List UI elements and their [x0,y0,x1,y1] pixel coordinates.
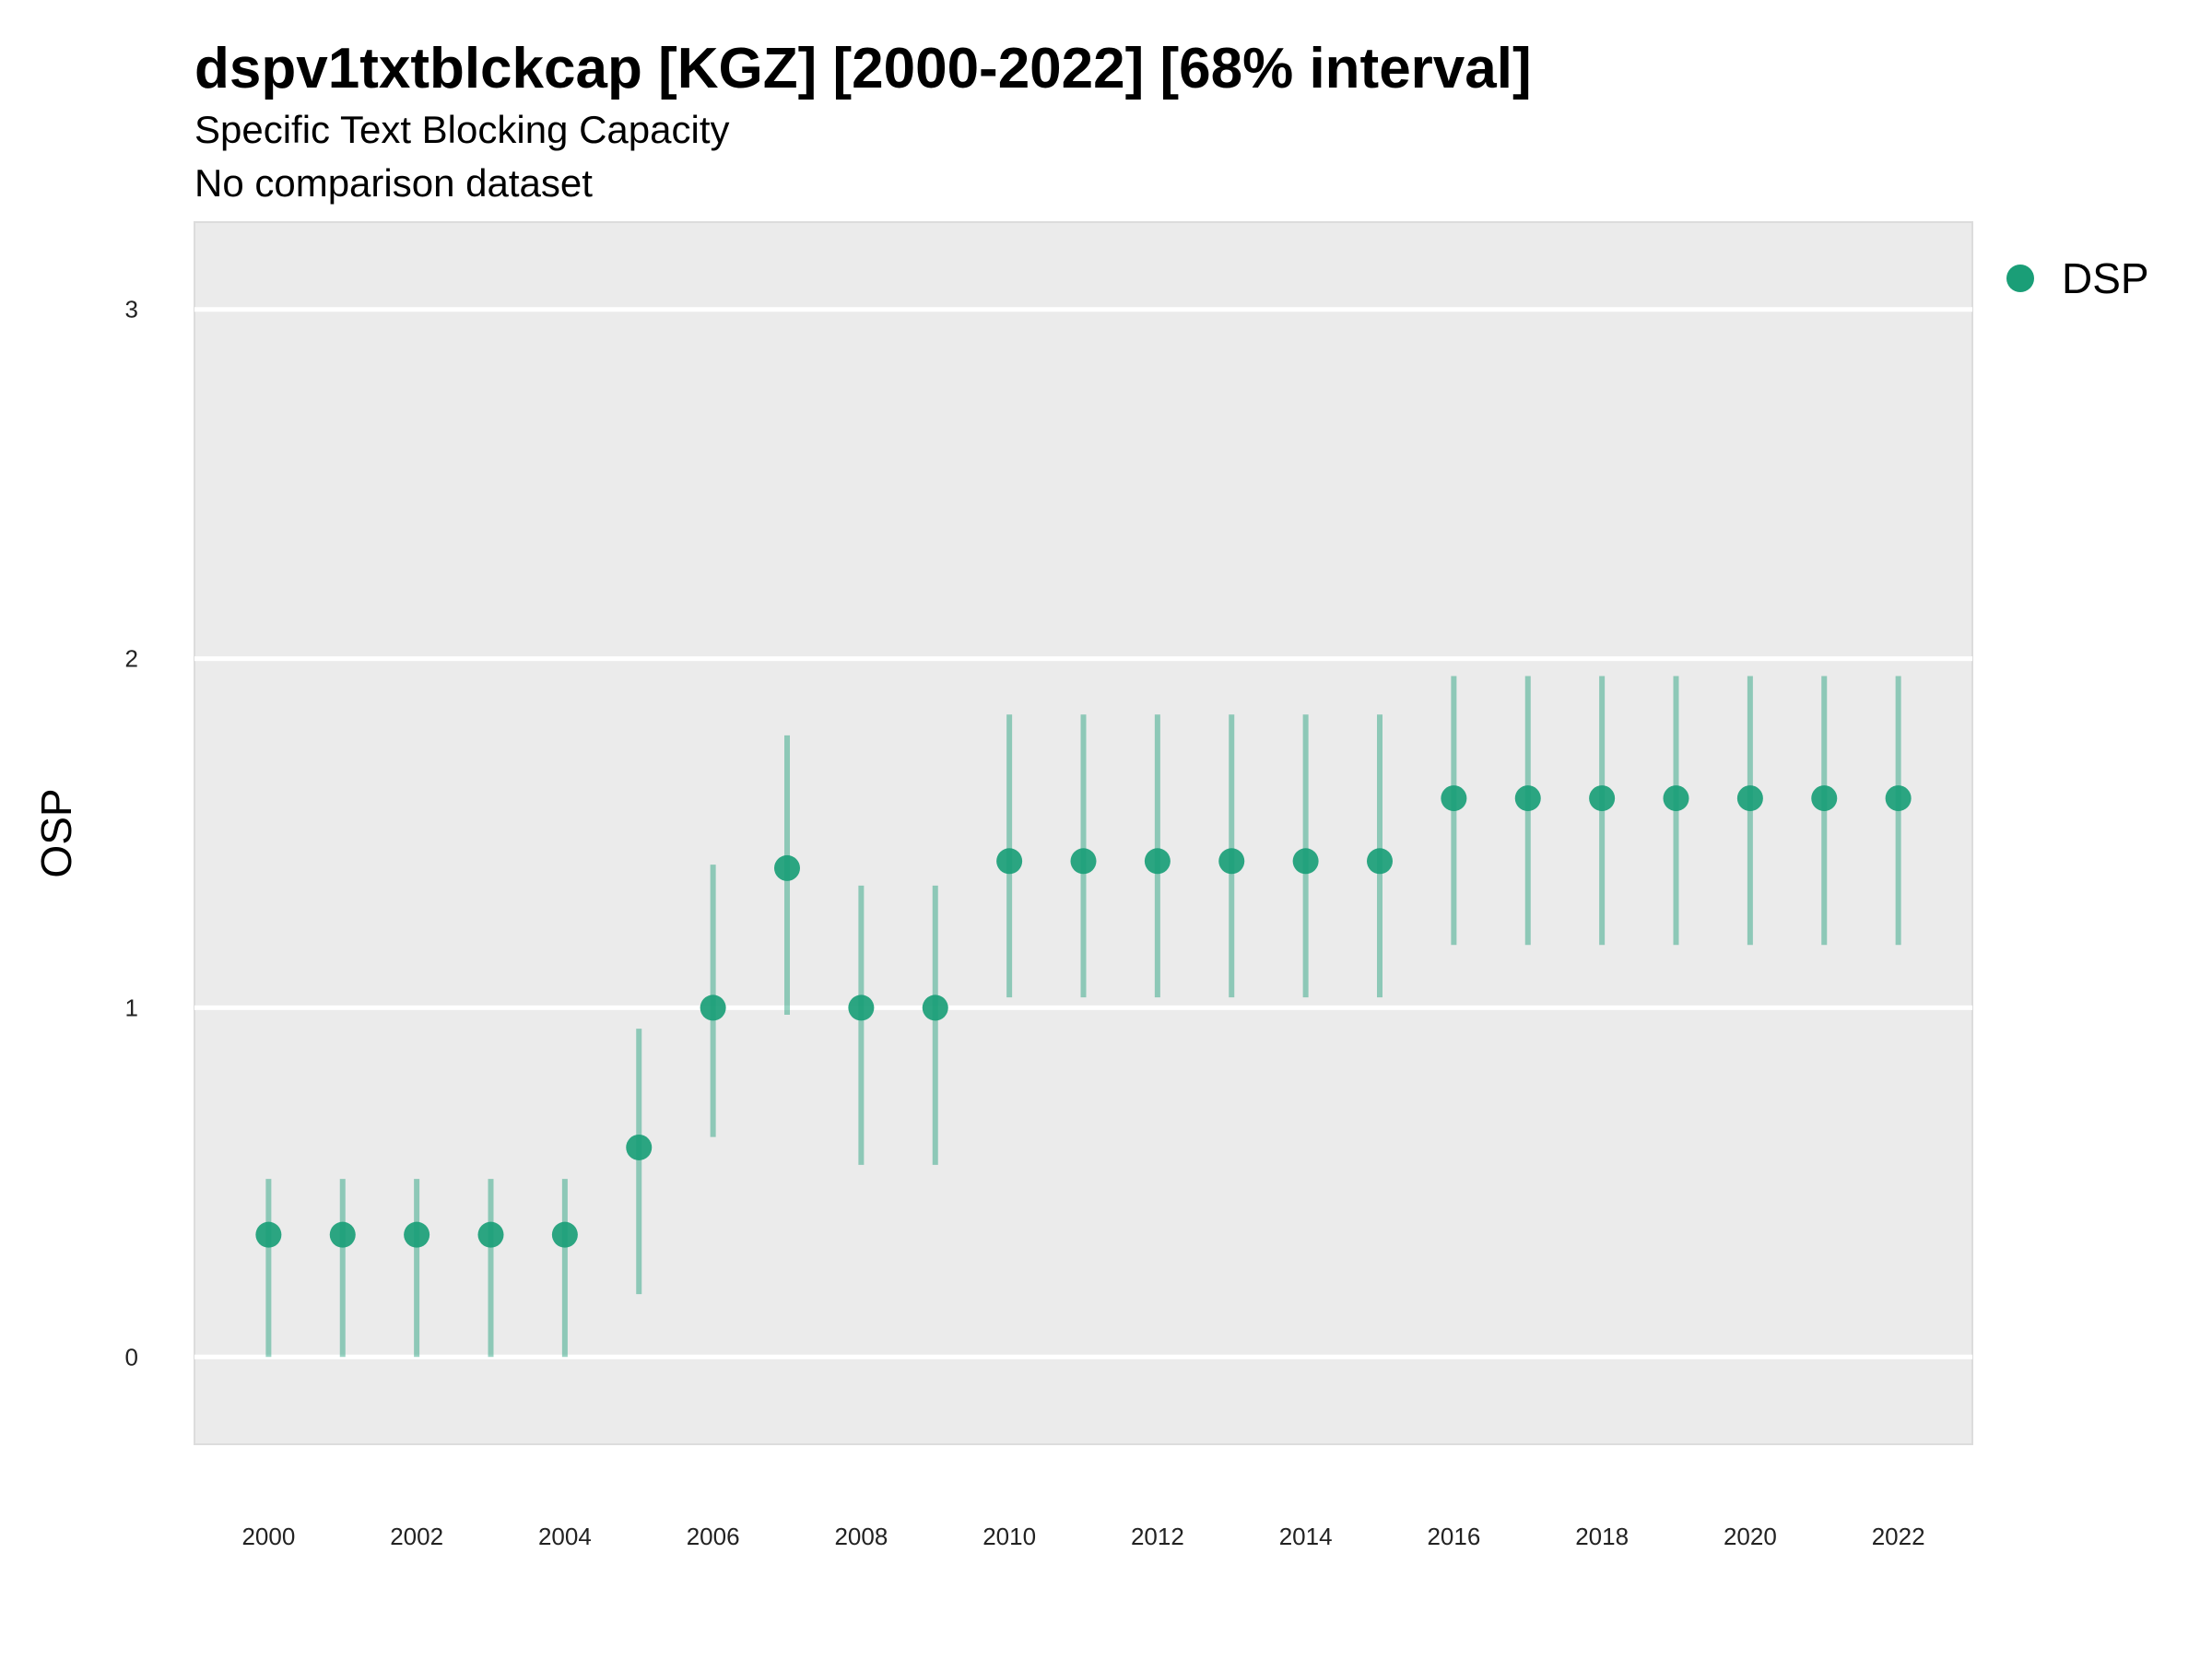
data-point-2009 [922,994,948,1021]
legend-swatch-dsp [2006,265,2034,292]
x-tick-label-2002: 2002 [390,1523,443,1550]
x-tick-label-2006: 2006 [687,1523,740,1550]
x-tick-label-2018: 2018 [1575,1523,1629,1550]
x-tick-label-2004: 2004 [538,1523,592,1550]
data-point-2010 [996,848,1023,875]
x-tick-label-2010: 2010 [982,1523,1036,1550]
legend-label-dsp: DSP [2062,254,2149,302]
y-tick-label-3: 3 [125,296,138,324]
data-point-2001 [329,1221,356,1248]
x-tick-label-2000: 2000 [241,1523,295,1550]
data-point-2011 [1070,848,1097,875]
data-point-2015 [1367,848,1393,875]
x-tick-label-2016: 2016 [1427,1523,1480,1550]
data-point-2006 [700,994,726,1021]
y-axis-title: OSP [32,788,80,877]
x-tick-label-2008: 2008 [834,1523,888,1550]
x-tick-label-2020: 2020 [1724,1523,1777,1550]
data-point-2016 [1441,785,1467,812]
y-tick-label-0: 0 [125,1343,138,1371]
data-point-2013 [1218,848,1245,875]
data-point-2004 [551,1221,578,1248]
legend: DSP [2006,254,2149,302]
data-point-2017 [1514,785,1541,812]
y-tick-label-2: 2 [125,645,138,673]
y-axis-ticks: 0 1 2 3 [125,296,138,1371]
data-point-2019 [1663,785,1689,812]
data-point-2018 [1589,785,1616,812]
data-point-2022 [1885,785,1912,812]
x-axis-ticks: 2000 2002 2004 2006 2008 2010 2012 2014 2016 2018… [241,1523,1924,1550]
data-point-2020 [1736,785,1763,812]
x-tick-label-2022: 2022 [1872,1523,1925,1550]
data-point-2007 [774,854,800,881]
chart-subtitle: Specific Text Blocking Capacity [194,108,730,151]
data-point-2000 [255,1221,282,1248]
chart-title: dspv1txtblckcap [KGZ] [2000-2022] [68% i… [194,37,1532,100]
data-point-2002 [404,1221,430,1248]
data-point-2021 [1811,785,1838,812]
data-point-2014 [1292,848,1319,875]
data-point-2003 [477,1221,504,1248]
gridlines [194,307,1972,1359]
x-tick-label-2012: 2012 [1131,1523,1184,1550]
data-point-2008 [848,994,875,1021]
chart-caption: No comparison dataset [194,161,593,205]
data-point-2012 [1144,848,1171,875]
x-tick-label-2014: 2014 [1279,1523,1333,1550]
data-point-2005 [626,1134,653,1160]
y-tick-label-1: 1 [125,994,138,1021]
data-points [255,785,1912,1248]
